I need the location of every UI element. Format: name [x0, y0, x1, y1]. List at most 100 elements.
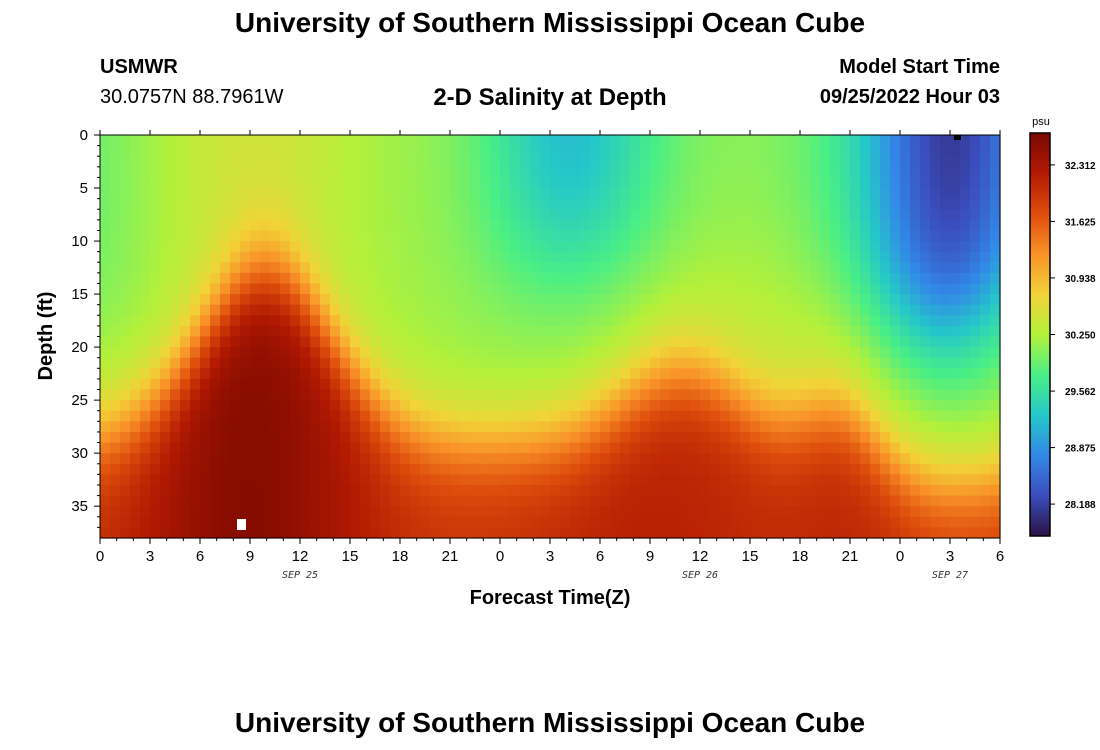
heatmap-cell: [720, 325, 731, 338]
heatmap-cell: [990, 272, 1001, 285]
heatmap-cell: [140, 453, 151, 465]
heatmap-cell: [660, 474, 671, 486]
heatmap-cell: [780, 251, 791, 263]
heatmap-cell: [840, 145, 851, 157]
heatmap-cell: [150, 506, 161, 518]
heatmap-cell: [240, 251, 251, 263]
heatmap-cell: [110, 304, 121, 316]
heatmap-cell: [210, 431, 221, 444]
heatmap-cell: [540, 336, 551, 348]
heatmap-cell: [230, 283, 241, 295]
heatmap-cell: [680, 516, 691, 528]
heatmap-cell: [580, 209, 591, 221]
heatmap-cell: [410, 272, 421, 285]
heatmap-cell: [630, 188, 641, 200]
heatmap-cell: [750, 527, 761, 539]
heatmap-cell: [220, 516, 231, 528]
heatmap-cell: [240, 527, 251, 539]
heatmap-cell: [670, 198, 681, 210]
x-tick-label: 6: [196, 548, 204, 565]
heatmap-cell: [890, 527, 901, 539]
heatmap-cell: [770, 283, 781, 295]
heatmap-cell: [250, 495, 261, 507]
heatmap-cell: [620, 177, 631, 189]
heatmap-cell: [800, 251, 811, 263]
heatmap-cell: [230, 484, 241, 497]
heatmap-cell: [170, 484, 181, 497]
heatmap-cell: [800, 506, 811, 518]
heatmap-cell: [360, 463, 371, 475]
heatmap-cell: [100, 209, 111, 221]
heatmap-cell: [600, 474, 611, 486]
heatmap-cell: [520, 357, 531, 369]
heatmap-cell: [860, 188, 871, 200]
heatmap-cell: [990, 262, 1001, 274]
heatmap-cell: [190, 251, 201, 263]
heatmap-cell: [770, 135, 781, 147]
heatmap-cell: [750, 262, 761, 274]
heatmap-cell: [640, 506, 651, 518]
y-tick-label: 15: [71, 286, 88, 303]
heatmap-cell: [660, 368, 671, 380]
heatmap-cell: [130, 516, 141, 528]
heatmap-cell: [400, 209, 411, 221]
heatmap-cell: [900, 431, 911, 444]
heatmap-cell: [470, 177, 481, 189]
heatmap-cell: [780, 410, 791, 422]
heatmap-cell: [570, 389, 581, 401]
heatmap-cell: [530, 135, 541, 147]
heatmap-cell: [100, 442, 111, 454]
heatmap-cell: [320, 156, 331, 168]
heatmap-cell: [170, 241, 181, 253]
heatmap-cell: [820, 347, 831, 359]
heatmap-cell: [800, 336, 811, 348]
heatmap-cell: [550, 463, 561, 475]
heatmap-cell: [470, 453, 481, 465]
heatmap-cell: [170, 378, 181, 391]
heatmap-cell: [480, 495, 491, 507]
heatmap-cell: [620, 347, 631, 359]
heatmap-cell: [930, 188, 941, 200]
heatmap-cell: [170, 495, 181, 507]
heatmap-cell: [600, 325, 611, 338]
heatmap-cell: [530, 251, 541, 263]
heatmap-cell: [500, 453, 511, 465]
heatmap-cell: [350, 315, 361, 327]
heatmap-cell: [700, 188, 711, 200]
heatmap-cell: [500, 304, 511, 316]
heatmap-cell: [520, 166, 531, 179]
heatmap-cell: [220, 315, 231, 327]
heatmap-cell: [960, 474, 971, 486]
heatmap-cell: [670, 325, 681, 338]
heatmap-cell: [410, 516, 421, 528]
heatmap-cell: [580, 166, 591, 179]
heatmap-cell: [520, 251, 531, 263]
heatmap-cell: [990, 368, 1001, 380]
heatmap-cell: [800, 368, 811, 380]
heatmap-cell: [880, 484, 891, 497]
heatmap-cell: [550, 527, 561, 539]
heatmap-cell: [780, 421, 791, 433]
heatmap-cell: [790, 145, 801, 157]
heatmap-cell: [310, 378, 321, 391]
heatmap-cell: [390, 177, 401, 189]
heatmap-cell: [420, 304, 431, 316]
heatmap-cell: [780, 506, 791, 518]
heatmap-cell: [610, 283, 621, 295]
heatmap-cell: [130, 347, 141, 359]
heatmap-cell: [690, 315, 701, 327]
heatmap-cell: [350, 304, 361, 316]
heatmap-cell: [220, 368, 231, 380]
heatmap-cell: [160, 219, 171, 232]
heatmap-cell: [970, 506, 981, 518]
heatmap-cell: [220, 177, 231, 189]
heatmap-cell: [180, 357, 191, 369]
heatmap-cell: [660, 453, 671, 465]
heatmap-cell: [640, 135, 651, 147]
heatmap-cell: [120, 219, 131, 232]
heatmap-cell: [870, 304, 881, 316]
heatmap-cell: [520, 368, 531, 380]
heatmap-cell: [850, 145, 861, 157]
heatmap-cell: [710, 474, 721, 486]
heatmap-cell: [700, 315, 711, 327]
